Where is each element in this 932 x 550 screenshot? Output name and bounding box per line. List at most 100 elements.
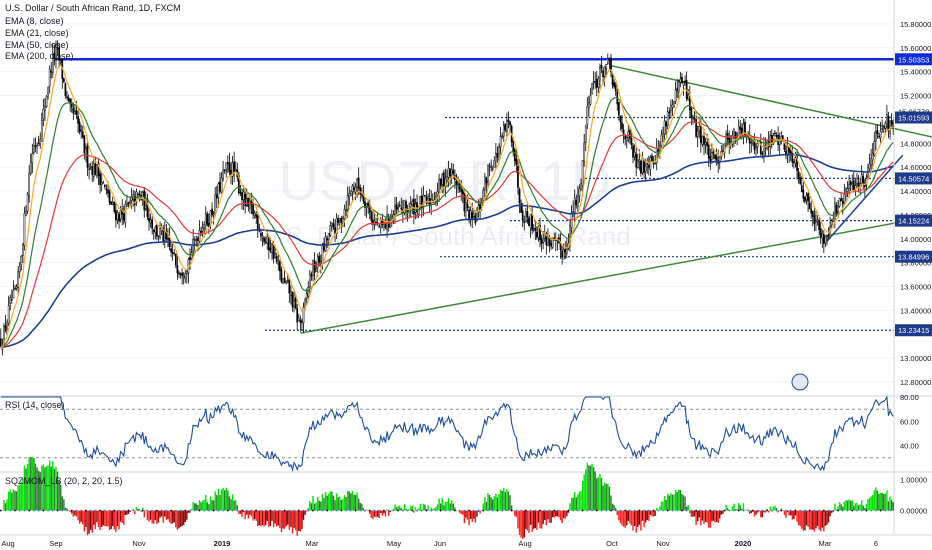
sqzmom-bar xyxy=(725,505,727,511)
sqzmom-bar xyxy=(104,510,106,527)
candle-body xyxy=(670,104,672,112)
sqzmom-bar xyxy=(31,457,34,511)
sqzmom-bar xyxy=(834,503,836,511)
candle-body xyxy=(711,152,713,160)
candle-body xyxy=(591,83,593,94)
sqzmom-bar xyxy=(812,510,814,530)
sqzmom-bar xyxy=(451,500,453,511)
sqzmom-bar xyxy=(67,510,70,512)
price-tick-label: 14.40000 xyxy=(900,187,931,196)
sqzmom-bar xyxy=(599,474,601,511)
sqzmom-bar xyxy=(276,510,278,527)
candle-body xyxy=(534,228,537,231)
candle-body xyxy=(766,139,768,149)
candle-body xyxy=(580,183,582,190)
rsi-tick-label: 80.00 xyxy=(900,393,919,402)
sqzmom-bar xyxy=(384,510,387,517)
candle-body xyxy=(450,168,453,175)
sqzmom-tick-label: 0.00000 xyxy=(900,507,927,516)
sqzmom-dot xyxy=(307,509,310,512)
sqzmom-dot xyxy=(562,509,565,512)
sqzmom-bar xyxy=(514,510,516,516)
sqzmom-dot xyxy=(879,509,882,512)
sqzmom-bar xyxy=(36,467,38,511)
price-tick-label: 15.80000 xyxy=(900,20,931,29)
sqzmom-bar xyxy=(266,510,268,521)
sqzmom-bar xyxy=(370,510,373,518)
candle-body xyxy=(77,116,79,124)
sqzmom-bar xyxy=(168,510,171,523)
candle-body xyxy=(876,130,879,135)
candle-body xyxy=(47,86,49,96)
candle-body xyxy=(679,78,682,83)
sqzmom-dot xyxy=(884,509,887,512)
candle-body xyxy=(9,297,12,304)
sqzmom-bar xyxy=(422,503,425,511)
candle-body xyxy=(378,225,381,228)
candle-body xyxy=(116,212,119,220)
candle-body xyxy=(671,104,674,108)
sqzmom-bar xyxy=(775,508,778,511)
time-tick-label: 2020 xyxy=(735,539,752,548)
sqzmom-bar xyxy=(696,510,699,522)
sqzmom-bar xyxy=(452,503,455,511)
candle-body xyxy=(277,262,280,265)
sqzmom-bar xyxy=(58,481,60,511)
sqzmom-dot xyxy=(316,509,319,512)
watermark-name: U.S. Dollar / South African Rand xyxy=(259,221,630,251)
candle-body xyxy=(36,145,38,148)
sqzmom-bar xyxy=(791,510,794,520)
sqzmom-dot xyxy=(662,509,664,512)
sqzmom-bar xyxy=(239,510,242,514)
sqzmom-bar xyxy=(249,510,251,515)
sqzmom-bar xyxy=(394,504,396,511)
candle-body xyxy=(618,102,620,116)
sqzmom-bar xyxy=(577,494,579,511)
sqzmom-dot xyxy=(444,509,447,512)
sqzmom-bar xyxy=(592,467,595,511)
sqzmom-bar xyxy=(335,493,338,511)
sqzmom-bar xyxy=(509,495,511,511)
candle-body xyxy=(340,217,343,224)
legend-ema-50: EMA (50, close) xyxy=(5,40,69,50)
sqzmom-bar xyxy=(819,510,822,532)
sqzmom-bar xyxy=(889,496,891,511)
candle-body xyxy=(185,270,188,275)
candle-body xyxy=(228,163,231,172)
sqzmom-bar xyxy=(287,510,289,525)
candle-body xyxy=(676,88,679,91)
sqzmom-bar xyxy=(758,510,760,512)
price-tick-label: 15.60000 xyxy=(900,44,931,53)
candle-body xyxy=(59,60,62,63)
candle-body xyxy=(856,182,858,185)
candle-body xyxy=(712,151,715,154)
sqzmom-bar xyxy=(473,510,475,519)
sqzmom-bar xyxy=(621,510,623,526)
candle-body xyxy=(644,165,647,172)
candle-body xyxy=(452,170,455,174)
sqzmom-bar xyxy=(457,510,459,511)
sqzmom-bar xyxy=(17,485,19,511)
sqzmom-bar xyxy=(257,510,259,527)
candle-body xyxy=(599,67,601,81)
candle-body xyxy=(266,236,269,244)
candle-body xyxy=(731,134,734,145)
sqzmom-bar xyxy=(681,493,683,511)
sqzmom-bar xyxy=(544,510,546,521)
sqzmom-dot xyxy=(548,509,551,512)
sqzmom-dot xyxy=(628,509,631,512)
sqzmom-bar xyxy=(263,510,265,527)
sqzmom-dot xyxy=(28,509,31,512)
sqzmom-dot xyxy=(89,509,92,512)
sqzmom-bar xyxy=(119,510,122,522)
sqzmom-dot xyxy=(122,509,125,512)
candle-body xyxy=(797,171,800,180)
sqzmom-bar xyxy=(39,472,41,511)
sqzmom-bar xyxy=(157,510,160,523)
candle-body xyxy=(613,82,615,87)
sqzmom-bar xyxy=(3,500,5,511)
sqzmom-dot xyxy=(293,509,295,512)
legend-ema-8: EMA (8, close) xyxy=(5,16,64,26)
sqzmom-bar xyxy=(124,510,127,516)
